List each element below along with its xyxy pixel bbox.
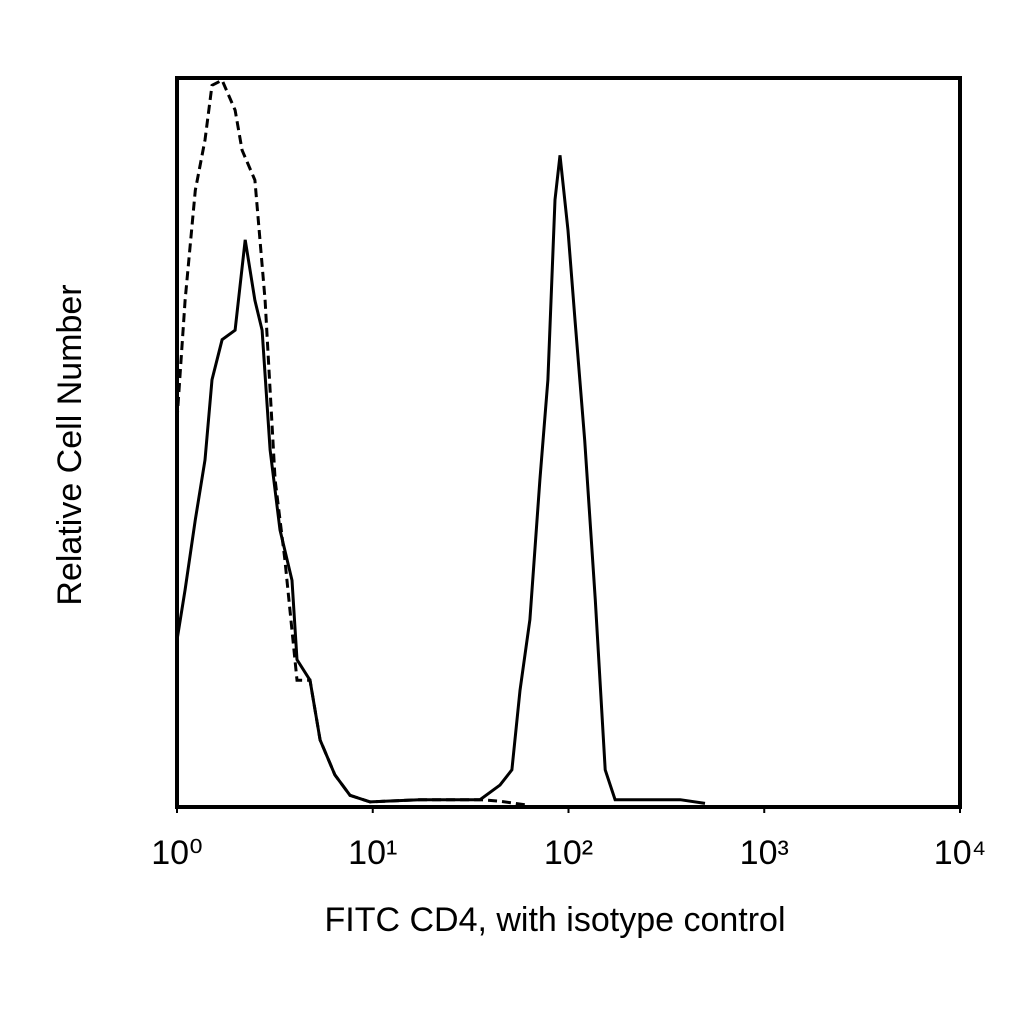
histogram-line <box>175 155 706 805</box>
x-tick-label: 10³ <box>740 834 789 872</box>
histogram-line <box>175 78 526 807</box>
x-tick-label: 10¹ <box>348 834 397 872</box>
x-tick-label: 10² <box>544 834 593 872</box>
y-axis-label: Relative Cell Number <box>51 284 89 605</box>
x-axis-label: FITC CD4, with isotype control <box>324 901 785 939</box>
x-tick-label: 10⁴ <box>934 834 986 872</box>
plot-frame <box>175 76 962 809</box>
x-tick-label: 10⁰ <box>151 834 202 872</box>
